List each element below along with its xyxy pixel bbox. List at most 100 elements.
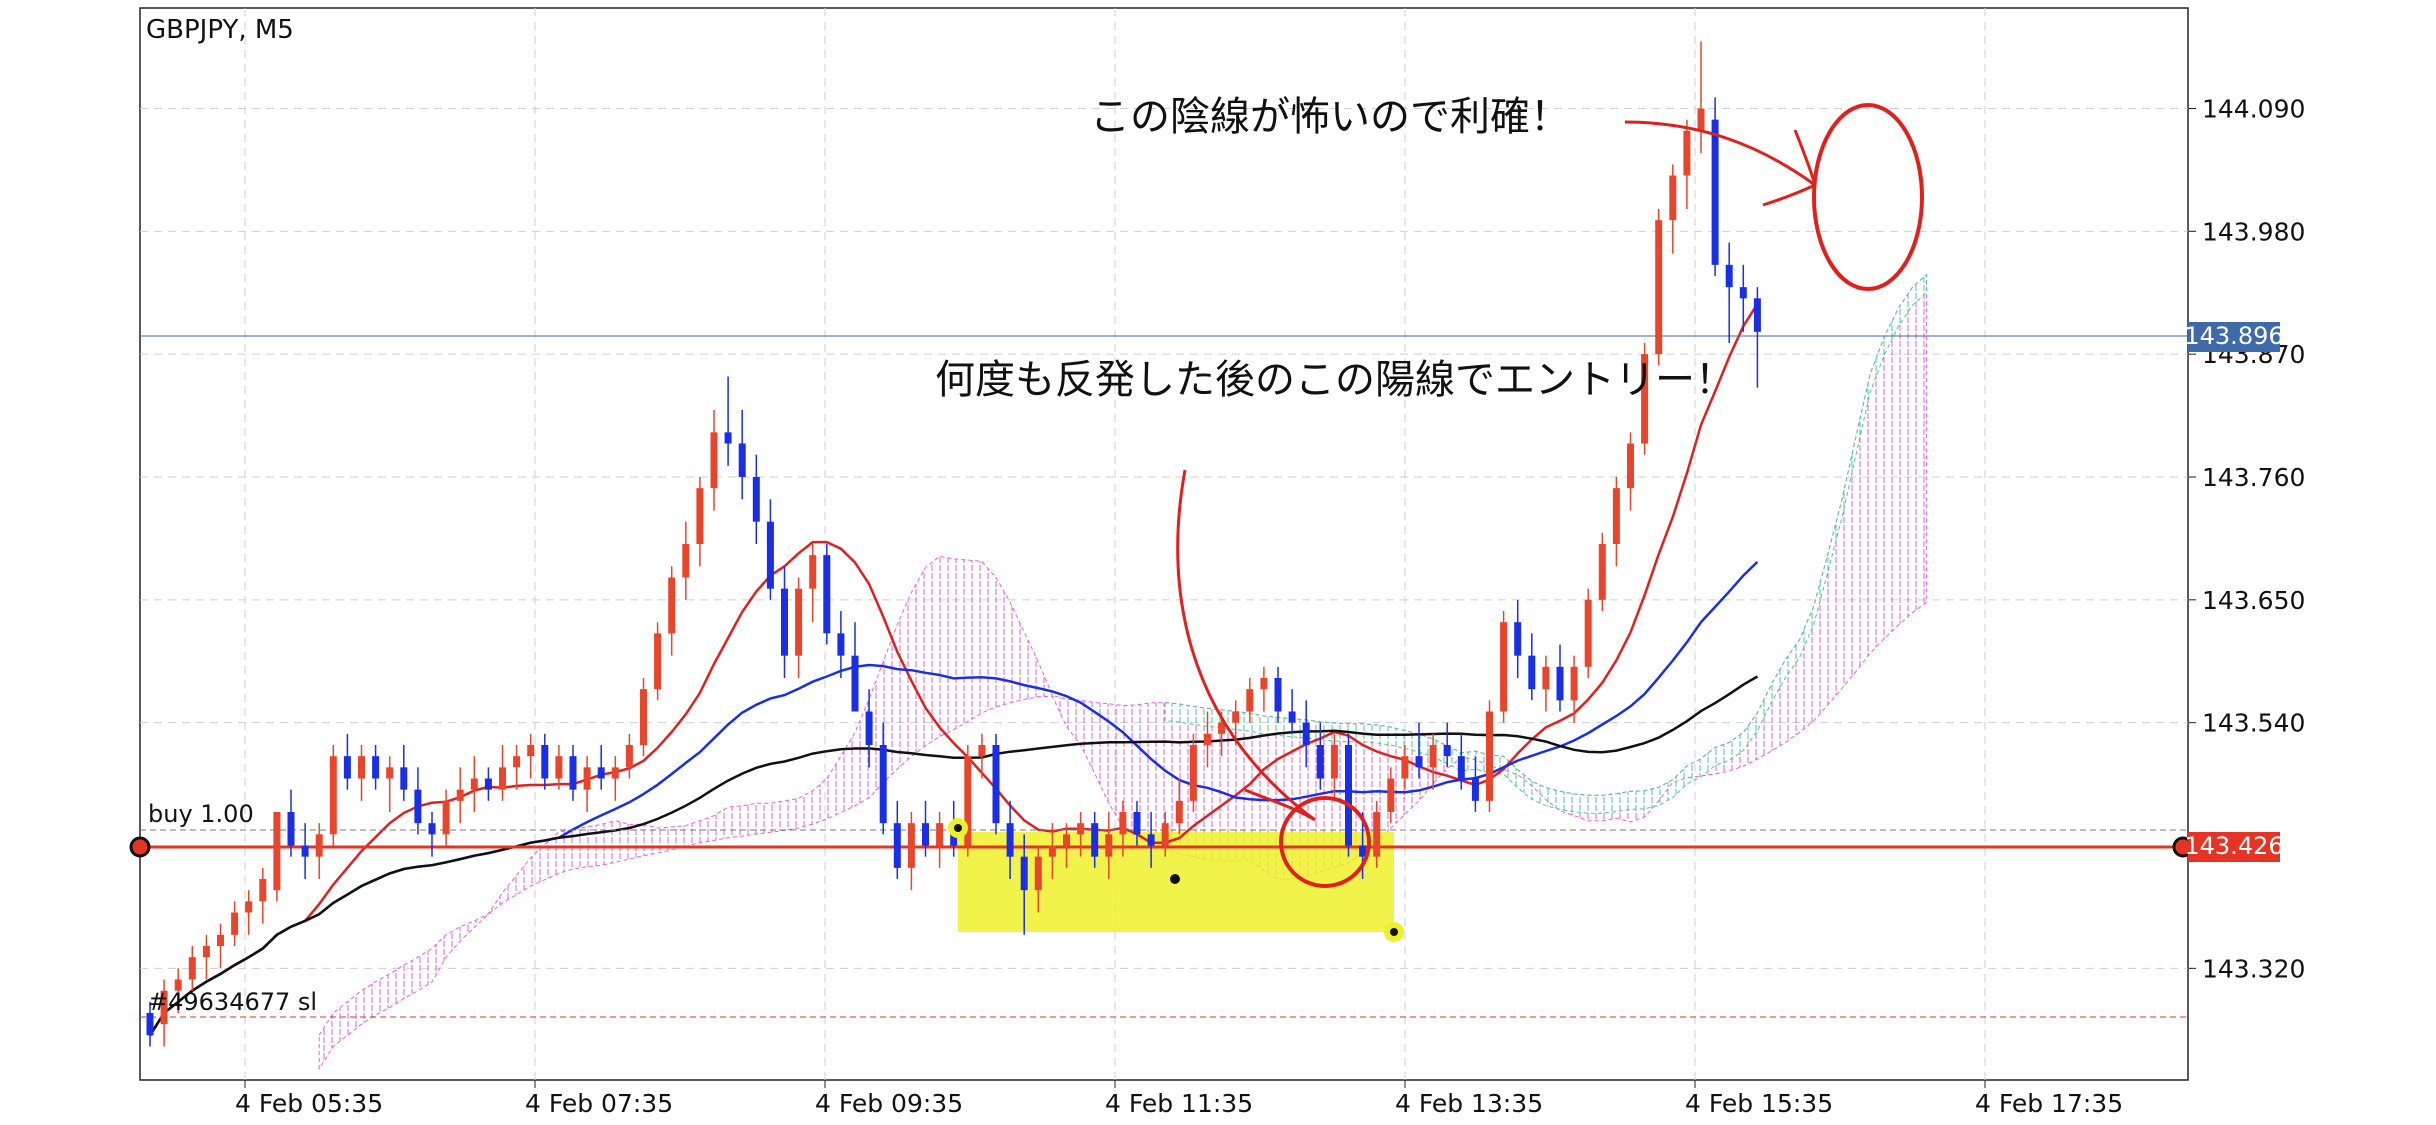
candle-body (146, 1013, 154, 1036)
candle-body (795, 588, 803, 656)
candle-body (1500, 622, 1508, 712)
candle-body (879, 745, 887, 824)
candle-body (1471, 778, 1479, 801)
candle-body (907, 823, 915, 868)
candle-body (766, 521, 774, 589)
candle-body (1077, 823, 1085, 835)
candle-body (1612, 488, 1620, 544)
candle-body (202, 946, 210, 958)
candle-body (1683, 130, 1691, 176)
candle-body (428, 823, 436, 835)
candle-body (1598, 544, 1606, 600)
candle-body (1359, 845, 1367, 857)
candle-body (1204, 733, 1211, 745)
candle-body (1669, 175, 1677, 221)
candle-body (287, 812, 295, 846)
candle-body (1006, 823, 1014, 857)
entry-arrow (1176, 469, 1316, 822)
candle-body (1316, 745, 1324, 779)
order-label: buy 1.00 (148, 800, 254, 828)
candle-body (1147, 834, 1155, 846)
cloud-area (318, 273, 1928, 1071)
candle-body (1556, 666, 1564, 701)
price-axis: 144.090143.980143.870143.760143.650143.5… (2188, 95, 2305, 983)
candle-body (1288, 711, 1296, 723)
ichimoku-cloud (318, 273, 1928, 1071)
candle-body (1189, 745, 1197, 801)
order-price-tag-text: 143.426 (2184, 832, 2283, 860)
candle-body (1443, 745, 1451, 757)
current-price-tag (2188, 322, 2280, 352)
candle-body (343, 756, 351, 779)
grid (140, 8, 2188, 1080)
candle-body (386, 767, 394, 779)
y-tick-label: 143.320 (2202, 954, 2305, 983)
entry-dot (1170, 874, 1180, 884)
candle-body (922, 823, 929, 846)
exit-arrow (1624, 120, 1817, 207)
candle-body (1697, 108, 1705, 131)
candle-body (1739, 287, 1747, 299)
candle-body (625, 745, 633, 768)
candle-body (1345, 745, 1352, 846)
y-tick-label: 143.540 (2202, 709, 2305, 738)
candle-body (611, 767, 619, 779)
candle-body (823, 555, 831, 634)
candle-body (682, 544, 690, 578)
candle-body (851, 655, 859, 712)
exit-candle-circle (1812, 103, 1924, 291)
candle-body (1429, 745, 1437, 768)
candle-body (555, 756, 563, 779)
candle-body (865, 711, 873, 745)
candle-body (1641, 354, 1649, 444)
x-tick-label: 4 Feb 05:35 (235, 1089, 383, 1118)
cloud-area-green (1164, 273, 1928, 814)
candle-body (1528, 655, 1536, 690)
candle-body (400, 767, 408, 790)
x-tick-label: 4 Feb 11:35 (1105, 1089, 1253, 1118)
candle-body (372, 756, 380, 779)
candle-body (315, 834, 323, 857)
y-tick-label: 143.980 (2202, 217, 2305, 246)
y-tick-label: 144.090 (2202, 95, 2305, 124)
candle-body (541, 745, 549, 779)
candle-body (781, 588, 788, 656)
candle-body (470, 778, 478, 790)
candle-body (1161, 823, 1169, 846)
candle-body (301, 845, 309, 857)
candle-body (640, 689, 647, 745)
candle-body (1457, 756, 1465, 779)
candle-body (1415, 756, 1423, 768)
candle-body (1218, 722, 1226, 734)
box-corner-dot (954, 824, 962, 832)
candle-body (654, 633, 662, 690)
candle-body (992, 745, 1000, 824)
candle-body (1232, 711, 1240, 723)
candle-body (1063, 834, 1070, 846)
order-price-tag (2188, 832, 2280, 862)
candle-body (499, 767, 506, 790)
candle-body (893, 823, 901, 868)
box-corner-dot (1390, 928, 1398, 936)
candle-body (231, 912, 239, 935)
candle-body (456, 789, 464, 801)
candle-body (442, 800, 450, 835)
candle-body (1274, 678, 1282, 712)
candle-body (1373, 812, 1381, 857)
candle-body (513, 756, 521, 768)
stop-loss-label: #49634677 sl (148, 988, 317, 1016)
candle-body (1725, 264, 1733, 288)
candle-body (1387, 778, 1395, 812)
candle-body (1246, 689, 1254, 712)
candle-body (724, 432, 732, 444)
candle-body (1627, 443, 1634, 489)
candle-body (710, 432, 718, 489)
candle-body (752, 477, 760, 522)
exit-annotation-text: この陰線が怖いので利確！ (1090, 94, 1570, 140)
candle-body (1401, 756, 1409, 779)
x-tick-label: 4 Feb 09:35 (815, 1089, 963, 1118)
candle-body (1020, 856, 1028, 891)
entry-candle-circle (1279, 796, 1371, 888)
candle-body (245, 901, 253, 913)
candle-body (160, 990, 168, 1025)
